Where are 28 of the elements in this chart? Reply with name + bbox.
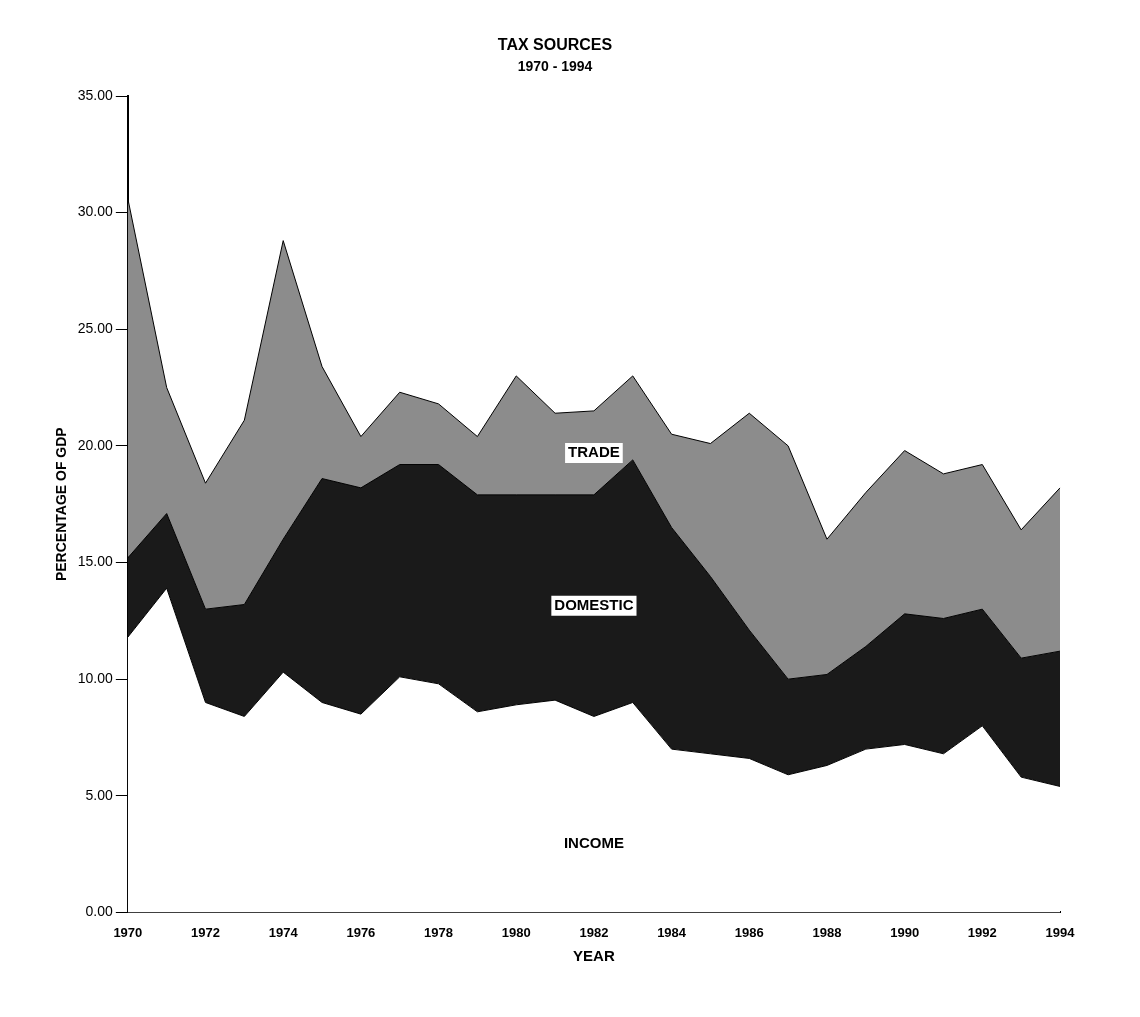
y-tick-label: 20.00 — [77, 436, 114, 453]
y-tick-label: 25.00 — [77, 320, 114, 337]
series-label: INCOME — [563, 833, 624, 851]
y-tick-label: 15.00 — [77, 553, 114, 570]
series-label: DOMESTIC — [554, 595, 634, 613]
x-tick-label: 1980 — [501, 924, 531, 940]
y-tick-label: 10.00 — [77, 670, 114, 686]
x-tick-label: 1986 — [734, 924, 764, 940]
x-tick-label: 1974 — [268, 924, 299, 940]
y-tick-label: 5.00 — [85, 786, 114, 803]
x-tick-label: 1970 — [113, 924, 143, 940]
x-tick-label: 1982 — [579, 924, 609, 940]
x-tick-label: 1990 — [890, 924, 920, 940]
x-tick-label: 1984 — [657, 924, 687, 940]
chart-title: TAX SOURCES — [497, 36, 613, 54]
x-axis-title: YEAR — [573, 947, 615, 965]
x-tick-label: 1988 — [812, 924, 842, 940]
x-tick-label: 1976 — [346, 924, 376, 940]
y-axis-title: PERCENTAGE OF GDP — [53, 427, 70, 582]
x-tick-label: 1992 — [967, 924, 997, 940]
y-tick-label: 30.00 — [77, 203, 114, 220]
x-tick-label: 1978 — [424, 924, 454, 940]
x-tick-label: 1972 — [191, 924, 220, 940]
x-tick-label: 1994 — [1045, 924, 1076, 940]
series-label: TRADE — [568, 443, 620, 461]
y-tick-label: 35.00 — [77, 86, 114, 103]
y-tick-label: 0.00 — [85, 903, 114, 920]
chart-subtitle: 1970 - 1994 — [517, 58, 593, 75]
